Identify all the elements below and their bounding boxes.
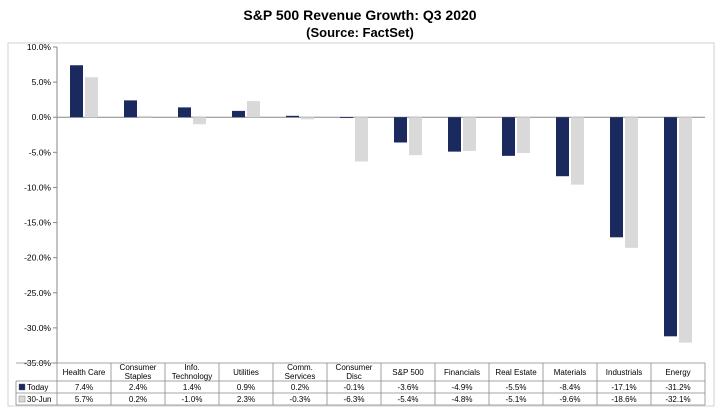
bar-today (340, 117, 353, 119)
data-table: Health CareConsumerStaplesInfo.Technolog… (15, 362, 706, 406)
bar-today (232, 110, 245, 118)
bar-today (178, 107, 191, 118)
category-label: Technology (172, 372, 212, 381)
category-label: Financials (444, 368, 480, 377)
bar-jun30 (409, 117, 422, 156)
bar-jun30 (517, 117, 530, 154)
y-tick-label: -25.0% (24, 288, 51, 298)
data-label: -0.1% (344, 383, 365, 392)
bar-jun30 (247, 101, 260, 118)
data-label: 5.7% (75, 395, 93, 404)
bar-today (124, 100, 137, 118)
y-tick-label: -30.0% (24, 323, 51, 333)
plot-frame (7, 42, 715, 407)
bar-today (286, 115, 299, 118)
legend-label: Today (27, 383, 48, 392)
category-label: Comm. (287, 363, 313, 372)
category-label: Industrials (606, 368, 642, 377)
data-label: 0.2% (291, 383, 309, 392)
y-tick-label: -5.0% (29, 147, 52, 157)
data-label: -8.4% (560, 383, 581, 392)
category-label: Health Care (63, 368, 106, 377)
data-label: 2.4% (129, 383, 147, 392)
category-label: Info. (184, 363, 200, 372)
category-label: S&P 500 (392, 368, 424, 377)
chart-title: S&P 500 Revenue Growth: Q3 2020 (243, 7, 476, 23)
category-label: Energy (665, 368, 690, 377)
data-label: -6.3% (344, 395, 365, 404)
bar-today (502, 117, 515, 156)
category-label: Consumer (336, 363, 373, 372)
data-label: -3.6% (398, 383, 419, 392)
bar-today (448, 117, 461, 152)
bar-jun30 (625, 117, 638, 248)
category-label: Consumer (120, 363, 157, 372)
category-label: Real Estate (495, 368, 537, 377)
data-label: -4.8% (452, 395, 473, 404)
data-label: 7.4% (75, 383, 93, 392)
y-tick-label: -15.0% (24, 218, 51, 228)
data-label: -5.4% (398, 395, 419, 404)
chart-subtitle: (Source: FactSet) (306, 25, 414, 40)
y-axis: 10.0% 5.0% 0.0% -5.0% -10.0% -15.0% -20.0% -25.… (24, 42, 705, 368)
bar-jun30 (301, 117, 314, 120)
category-label: Staples (125, 372, 152, 381)
bar-today (394, 117, 407, 143)
y-tick-label: 0.0% (32, 112, 52, 122)
bars-group (70, 65, 692, 343)
data-label: -32.1% (665, 395, 690, 404)
category-label: Services (285, 372, 316, 381)
data-label: -17.1% (611, 383, 636, 392)
bar-jun30 (85, 77, 98, 118)
y-tick-label: 10.0% (27, 42, 52, 52)
data-label: -4.9% (452, 383, 473, 392)
data-label: 1.4% (183, 383, 201, 392)
data-label: -5.5% (506, 383, 527, 392)
bar-today (70, 65, 83, 118)
bar-jun30 (679, 117, 692, 343)
legend-swatch (18, 383, 26, 391)
y-tick-label: -20.0% (24, 253, 51, 263)
bar-today (556, 117, 569, 177)
bar-today (610, 117, 623, 238)
bar-jun30 (463, 117, 476, 151)
bar-jun30 (355, 117, 368, 162)
data-label: 0.9% (237, 383, 255, 392)
legend-swatch (18, 395, 26, 403)
data-label: -5.1% (506, 395, 527, 404)
data-label: 0.2% (129, 395, 147, 404)
bar-jun30 (139, 115, 152, 118)
data-label: -18.6% (611, 395, 636, 404)
category-label: Utilities (233, 368, 259, 377)
data-label: -9.6% (560, 395, 581, 404)
category-label: Materials (554, 368, 586, 377)
data-label: 2.3% (237, 395, 255, 404)
y-tick-label: -10.0% (24, 182, 51, 192)
bar-jun30 (571, 117, 584, 185)
data-label: -0.3% (290, 395, 311, 404)
data-label: -1.0% (182, 395, 203, 404)
data-label: -31.2% (665, 383, 690, 392)
y-tick-label: 5.0% (32, 77, 52, 87)
bar-today (664, 117, 677, 337)
bar-jun30 (193, 117, 206, 125)
legend-label: 30-Jun (27, 395, 51, 404)
category-label: Disc (346, 372, 362, 381)
